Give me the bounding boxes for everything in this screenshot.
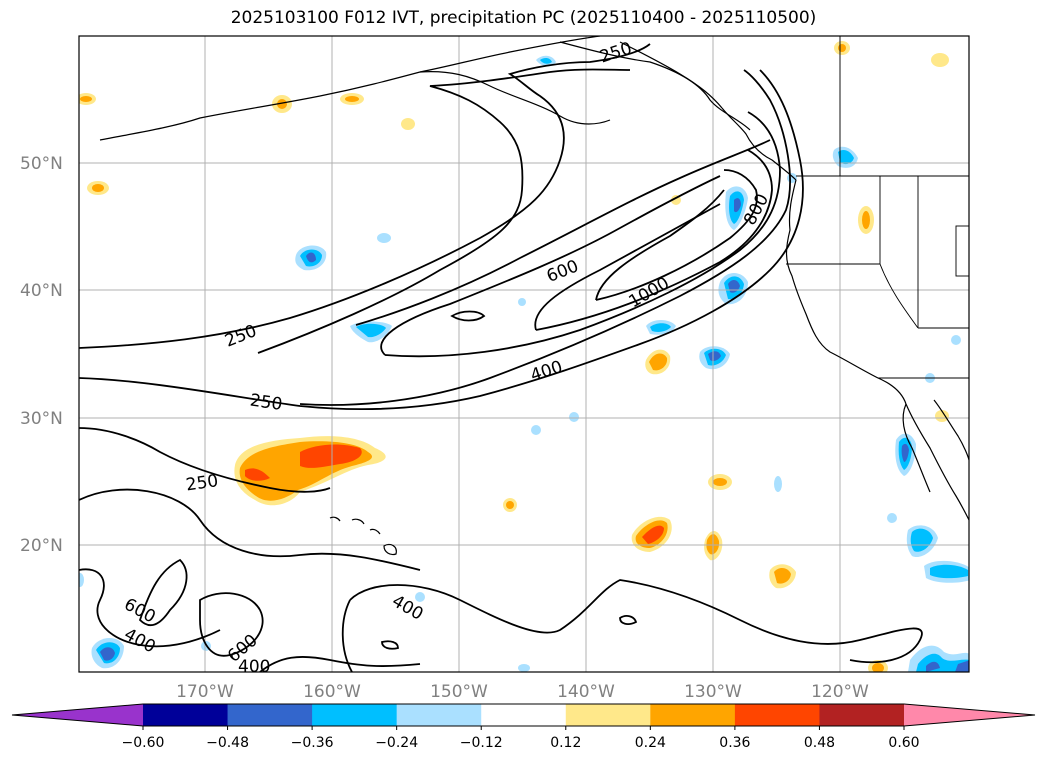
lon-label: 130°W: [684, 682, 742, 702]
colorbar-tick-label: −0.60: [122, 735, 165, 751]
lon-label: 160°W: [303, 682, 361, 702]
colorbar-extend-low: [12, 704, 143, 726]
lon-label: 170°W: [176, 682, 234, 702]
colorbar-segment: [312, 704, 398, 726]
lat-label: 50°N: [20, 154, 63, 174]
colorbar-segment: [650, 704, 736, 726]
contour-label: 400: [238, 657, 270, 677]
colorbar-extend-high: [904, 704, 1035, 726]
colorbar-tick-label: −0.24: [375, 735, 418, 751]
colorbar-segment: [819, 704, 905, 726]
precip-anomaly-patches: [79, 41, 969, 672]
lon-label: 140°W: [557, 682, 615, 702]
lon-label: 150°W: [430, 682, 488, 702]
colorbar-segment: [227, 704, 313, 726]
colorbar-segment: [734, 704, 820, 726]
contour-label: 250: [249, 391, 284, 415]
colorbar-segment: [396, 704, 482, 726]
colorbar-tick-label: 0.12: [550, 735, 581, 751]
colorbar-tick-label: −0.36: [291, 735, 334, 751]
plot-area: 250 250 250 250 400 400 400 600 600 600 …: [79, 36, 969, 677]
colorbar-tick-label: −0.12: [460, 735, 503, 751]
colorbar-tick-label: 0.60: [888, 735, 919, 751]
boundaries: [786, 36, 969, 379]
latitude-labels: 50°N 40°N 30°N 20°N: [20, 154, 63, 556]
longitude-labels: 170°W 160°W 150°W 140°W 130°W 120°W: [176, 682, 869, 702]
colorbar-tick-label: 0.48: [804, 735, 835, 751]
lat-label: 20°N: [20, 536, 63, 556]
contour-label: 250: [185, 471, 220, 495]
map-title: 2025103100 F012 IVT, precipitation PC (2…: [230, 8, 817, 28]
colorbar: −0.60 −0.48 −0.36 −0.24 −0.12 0.12 0.24 0.36 0.4…: [11, 703, 1036, 751]
colorbar-tick-label: 0.36: [719, 735, 750, 751]
colorbar-segment: [565, 704, 651, 726]
lat-label: 30°N: [20, 409, 63, 429]
ivt-contours: [79, 43, 923, 672]
colorbar-tick-label: 0.24: [635, 735, 666, 751]
colorbar-tick-label: −0.48: [206, 735, 249, 751]
colorbar-segment: [143, 704, 229, 726]
map-frame: [78, 35, 970, 673]
lon-label: 120°W: [811, 682, 869, 702]
colorbar-segment: [481, 704, 567, 726]
lat-label: 40°N: [20, 281, 63, 301]
